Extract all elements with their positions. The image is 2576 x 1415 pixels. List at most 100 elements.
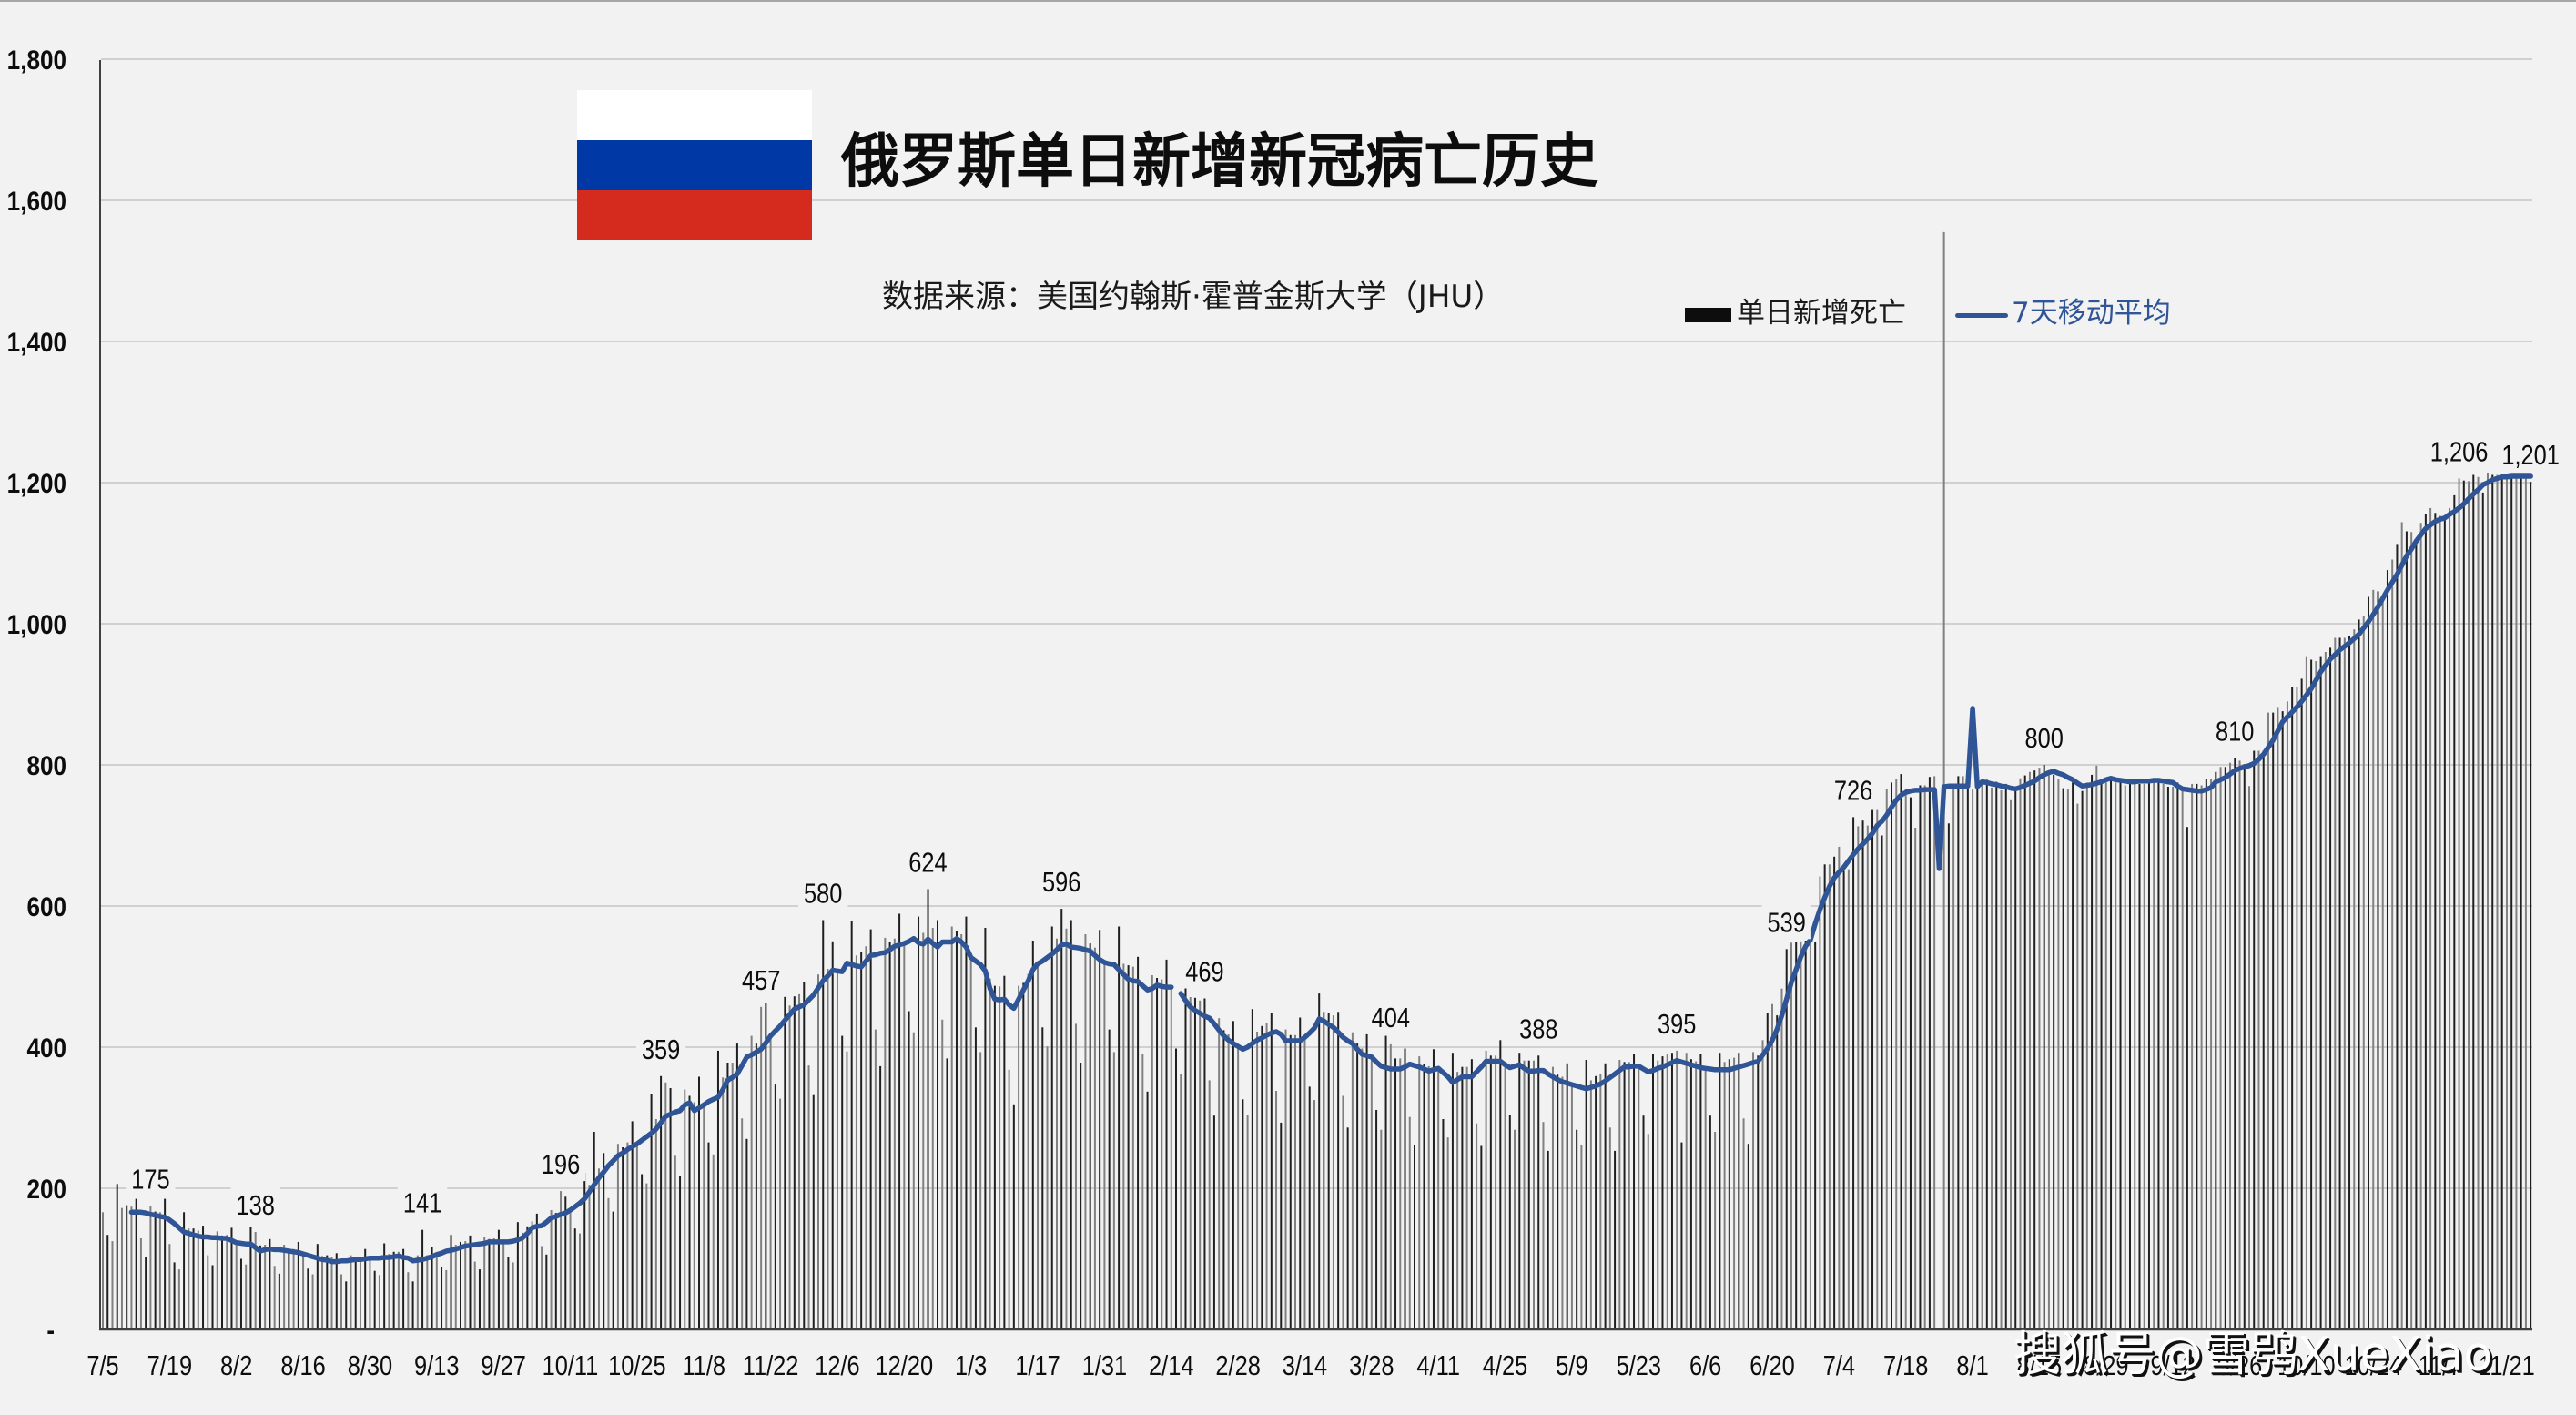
bar [931,928,934,1329]
y-tick-label: 1,400 [7,327,66,357]
bar [703,1105,705,1329]
bar [2468,481,2470,1329]
bar [893,938,896,1330]
bar [1589,1080,1592,1329]
bar [1480,1145,1483,1329]
bar [1570,1084,1573,1329]
bar [1966,785,1969,1329]
bar [526,1226,529,1329]
bar [2381,595,2384,1329]
bar [1056,938,1058,1330]
bar [1757,1055,1760,1329]
bar [359,1257,361,1329]
bar [2338,637,2341,1329]
x-tick-label: 8/15 [2017,1350,2062,1382]
bar [278,1273,280,1329]
bar [516,1222,519,1329]
bar [612,1211,614,1329]
bar [2238,760,2241,1329]
bar [1638,1065,1640,1329]
bar [2496,474,2499,1329]
bar [1785,949,1788,1329]
bar [712,1154,715,1329]
bar [1900,774,1902,1329]
x-tick-label: 6/20 [1749,1350,1794,1382]
bar [2176,782,2179,1329]
bar [1895,779,1898,1329]
bar [269,1238,271,1329]
bar [1981,785,1983,1329]
bar [735,1043,738,1329]
bar [149,1206,152,1329]
bar [311,1274,314,1329]
bar [1375,1110,1378,1329]
bar [731,1063,734,1329]
bar [755,1043,757,1329]
bar [1112,1052,1115,1329]
bar [297,1241,299,1329]
bar [1432,1049,1435,1329]
bar [550,1210,553,1329]
bar [2129,783,2131,1329]
bar [554,1213,557,1329]
bar [1141,1054,1144,1330]
bar [239,1258,242,1329]
bar [798,993,801,1329]
bar [135,1198,137,1329]
bar [1294,1034,1296,1329]
bar [2081,790,2084,1329]
y-tick-label: 1,000 [7,609,66,639]
bar [1237,1046,1240,1329]
bar [2449,507,2451,1329]
bar [807,1065,810,1330]
y-tick-label: 1,600 [7,186,66,216]
x-tick-label: 11/22 [743,1350,799,1382]
bar [1465,1066,1468,1329]
bar [316,1244,319,1329]
bar [478,1269,481,1329]
bar [688,1095,691,1329]
x-tick-label: 9/26 [2217,1350,2262,1382]
x-tick-label: 1/31 [1082,1350,1127,1382]
bar [1823,864,1826,1329]
data-label: 580 [804,878,842,910]
bar [679,1176,682,1329]
bar [1212,1115,1215,1329]
bar [464,1241,467,1329]
gridlines [101,58,2532,1189]
bar [431,1247,433,1329]
bar [2277,707,2279,1329]
bar [884,937,887,1329]
bar [397,1251,400,1330]
bar [1738,1053,1740,1329]
bar [1384,1035,1387,1329]
bar [173,1262,176,1329]
data-label-bg [635,1031,686,1066]
bar [2119,782,2122,1329]
bar [1952,785,1955,1329]
bar [345,1281,348,1329]
bar [817,974,819,1329]
bar [2429,507,2432,1329]
bar [1242,1099,1244,1329]
y-tick-label: 1,800 [7,45,66,75]
bar [2038,768,2041,1329]
bar [1414,1145,1415,1330]
bar [2405,531,2408,1329]
bar [1084,934,1087,1329]
bar [1222,1030,1225,1329]
bar [2210,779,2213,1329]
bar [378,1275,380,1329]
bar [2143,783,2145,1329]
bar [2262,750,2265,1329]
data-label: 359 [642,1033,680,1065]
bar [2424,514,2427,1329]
bar [211,1265,214,1329]
bar [1404,1048,1406,1329]
bar [1523,1060,1526,1329]
bar [1389,1043,1392,1329]
bar [340,1274,342,1329]
bar [2329,647,2332,1329]
bar [2100,783,2103,1329]
data-label: 539 [1768,907,1806,939]
